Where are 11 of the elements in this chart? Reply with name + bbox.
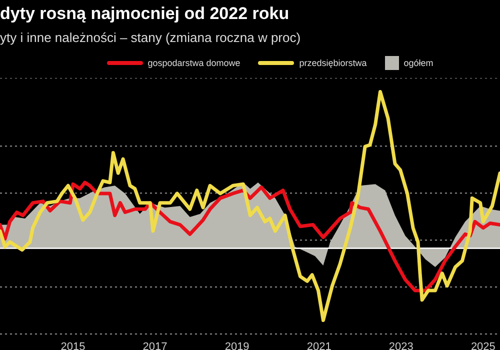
x-tick-label: 2017 xyxy=(142,340,168,350)
x-tick-label: 2025 xyxy=(470,340,496,350)
x-tick-label: 2019 xyxy=(224,340,250,350)
chart-subtitle: yty i inne należności – stany (zmiana roczna w proc) xyxy=(0,30,301,45)
x-tick-label: 2015 xyxy=(60,340,86,350)
chart-title: dyty rosną najmocniej od 2022 roku xyxy=(0,4,290,24)
legend-label: gospodarstwa domowe xyxy=(148,58,240,68)
x-tick-label: 2023 xyxy=(388,340,414,350)
legend-label: przedsiębiorstwa xyxy=(299,58,367,68)
x-tick-label: 2021 xyxy=(306,340,332,350)
legend-label: ogółem xyxy=(404,58,434,68)
